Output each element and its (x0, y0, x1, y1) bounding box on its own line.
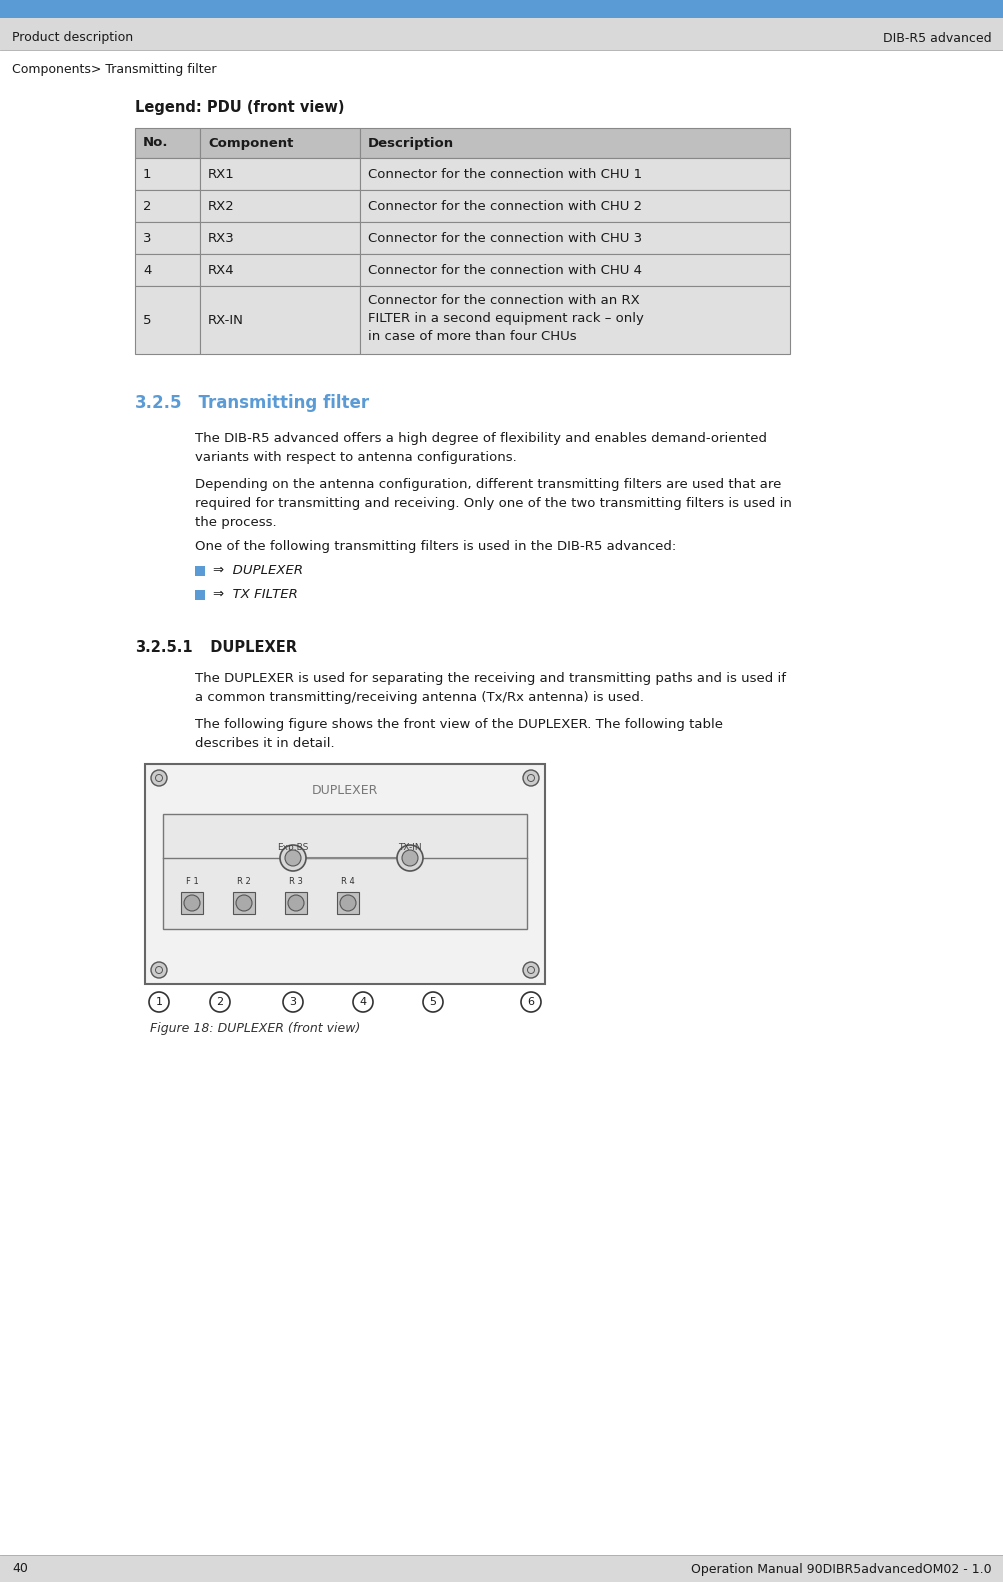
Text: RX3: RX3 (208, 231, 235, 245)
Text: 40: 40 (12, 1563, 28, 1576)
Bar (285, 892, 307, 914)
Text: Operation Manual 90DIBR5advancedOM02 - 1.0: Operation Manual 90DIBR5advancedOM02 - 1… (691, 1563, 991, 1576)
Bar (200, 158, 360, 190)
Text: DUPLEXER: DUPLEXER (312, 783, 378, 796)
Bar (162, 815, 527, 929)
Circle shape (521, 992, 541, 1012)
Circle shape (280, 845, 306, 872)
Circle shape (150, 770, 166, 786)
Bar (0, 17, 1003, 51)
Circle shape (523, 962, 539, 978)
Text: TX-IN: TX-IN (398, 843, 421, 853)
Text: Connector for the connection with CHU 4: Connector for the connection with CHU 4 (368, 264, 641, 277)
Bar (360, 128, 789, 158)
Text: R 3: R 3 (289, 876, 303, 886)
Text: R 2: R 2 (237, 876, 251, 886)
Text: 3.2.5: 3.2.5 (134, 394, 183, 411)
Bar (134, 221, 200, 255)
Text: Transmitting filter: Transmitting filter (187, 394, 369, 411)
Bar (134, 286, 200, 354)
Text: One of the following transmitting filters is used in the DIB-R5 advanced:: One of the following transmitting filter… (195, 539, 676, 554)
Text: RX1: RX1 (208, 168, 235, 180)
Text: 1: 1 (142, 168, 151, 180)
Text: Connector for the connection with an RX
FILTER in a second equipment rack – only: Connector for the connection with an RX … (368, 294, 643, 343)
Circle shape (340, 895, 356, 911)
Circle shape (184, 895, 200, 911)
Bar (200, 221, 360, 255)
Bar (360, 158, 789, 190)
Text: Component: Component (208, 136, 293, 150)
Text: Description: Description (368, 136, 453, 150)
Circle shape (353, 992, 373, 1012)
Circle shape (285, 850, 301, 865)
Text: RX4: RX4 (208, 264, 235, 277)
Bar (337, 892, 359, 914)
Text: 1: 1 (155, 997, 162, 1008)
Bar (181, 892, 203, 914)
Text: F 1: F 1 (186, 876, 199, 886)
Bar (233, 892, 255, 914)
Circle shape (396, 845, 422, 872)
Text: DIB-R5 advanced: DIB-R5 advanced (883, 32, 991, 44)
Circle shape (236, 895, 252, 911)
Circle shape (150, 962, 166, 978)
Bar (134, 255, 200, 286)
Bar (360, 190, 789, 221)
Text: Product description: Product description (12, 32, 133, 44)
Circle shape (401, 850, 417, 865)
Bar (360, 286, 789, 354)
Text: 3: 3 (289, 997, 296, 1008)
Text: 5: 5 (142, 313, 151, 326)
Text: R 4: R 4 (341, 876, 354, 886)
Circle shape (148, 992, 169, 1012)
Text: Components> Transmitting filter: Components> Transmitting filter (12, 63, 217, 76)
Text: 5: 5 (429, 997, 436, 1008)
Text: RX-IN: RX-IN (208, 313, 244, 326)
Bar (360, 221, 789, 255)
Text: 6: 6 (527, 997, 534, 1008)
Circle shape (288, 895, 304, 911)
Bar (200, 190, 360, 221)
Text: DUPLEXER: DUPLEXER (200, 641, 297, 655)
Text: Depending on the antenna configuration, different transmitting filters are used : Depending on the antenna configuration, … (195, 478, 791, 528)
Bar (134, 158, 200, 190)
Text: Legend: PDU (front view): Legend: PDU (front view) (134, 100, 344, 115)
Text: Connector for the connection with CHU 1: Connector for the connection with CHU 1 (368, 168, 642, 180)
Bar (195, 590, 205, 600)
Text: 4: 4 (359, 997, 366, 1008)
Text: ⇒  DUPLEXER: ⇒ DUPLEXER (213, 565, 303, 577)
Text: 3.2.5.1: 3.2.5.1 (134, 641, 193, 655)
Text: Connector for the connection with CHU 2: Connector for the connection with CHU 2 (368, 199, 642, 212)
Text: The following figure shows the front view of the DUPLEXER. The following table
d: The following figure shows the front vie… (195, 718, 722, 750)
Text: Exp.BS: Exp.BS (277, 843, 308, 853)
Text: Figure 18: DUPLEXER (front view): Figure 18: DUPLEXER (front view) (149, 1022, 360, 1035)
Circle shape (422, 992, 442, 1012)
Bar (195, 566, 205, 576)
Bar (144, 764, 545, 984)
Text: 4: 4 (142, 264, 151, 277)
Bar (200, 255, 360, 286)
Text: ⇒  TX FILTER: ⇒ TX FILTER (213, 589, 298, 601)
Circle shape (523, 770, 539, 786)
Bar (134, 128, 200, 158)
Text: The DUPLEXER is used for separating the receiving and transmitting paths and is : The DUPLEXER is used for separating the … (195, 672, 785, 704)
Bar (0, 1555, 1003, 1582)
Text: 3: 3 (142, 231, 151, 245)
Bar (134, 190, 200, 221)
Text: No.: No. (142, 136, 169, 150)
Text: Connector for the connection with CHU 3: Connector for the connection with CHU 3 (368, 231, 642, 245)
Bar (200, 286, 360, 354)
Circle shape (283, 992, 303, 1012)
Bar (200, 128, 360, 158)
Text: 2: 2 (142, 199, 151, 212)
Text: The DIB-R5 advanced offers a high degree of flexibility and enables demand-orien: The DIB-R5 advanced offers a high degree… (195, 432, 766, 464)
Bar (0, 0, 1003, 17)
Text: 2: 2 (217, 997, 224, 1008)
Circle shape (210, 992, 230, 1012)
Bar (360, 255, 789, 286)
Text: RX2: RX2 (208, 199, 235, 212)
